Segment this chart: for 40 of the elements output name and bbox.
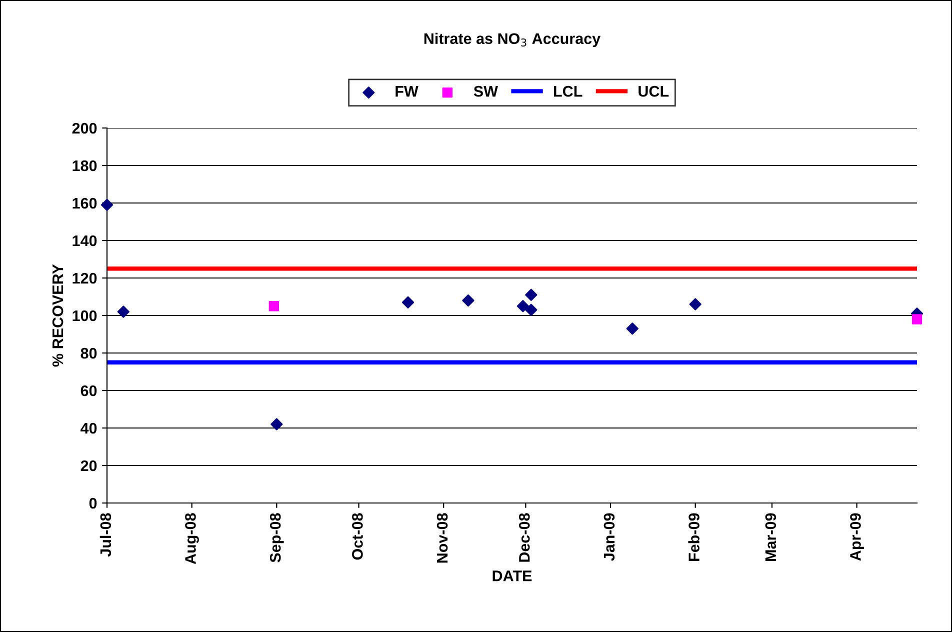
point [270,418,283,430]
y-tick-label: 40 [80,422,97,434]
point [117,306,130,318]
point [525,288,538,301]
point [100,198,114,211]
x-tick-label: Jan-09 [604,513,615,561]
x-tick-label: Dec-08 [518,513,530,562]
point [689,298,702,310]
y-tick-label: 200 [72,122,97,134]
y-tick-label: 60 [80,385,97,396]
x-tick-label: Nov-08 [436,513,448,563]
legend-label: FW [396,86,418,97]
y-tick-label: 120 [72,272,97,284]
x-tick-label: Aug-08 [185,513,199,564]
y-tick-label: 0 [89,498,97,509]
y-tick-label: 80 [80,348,97,359]
chart-title: Nitrate as NO$_{3}$ Accuracy [424,32,601,48]
x-tick-label: Sep-08 [270,513,284,562]
y-tick-label: 20 [80,460,97,472]
point [516,300,530,312]
y-axis-title: % RECOVERY [52,264,64,367]
y-tick-label: 160 [72,198,97,209]
y-tick-label: 140 [72,235,97,246]
x-tick-label: Oct-08 [352,513,363,560]
legend-label: SW [474,86,498,97]
legend-label: LCL [554,86,582,97]
point [912,314,922,324]
x-axis-title: DATE [492,570,532,582]
point [402,296,414,308]
point [525,304,538,316]
point [626,322,638,335]
point [462,294,474,307]
x-tick-label: Jul-08 [100,513,112,557]
x-tick-label: Apr-09 [850,513,864,561]
x-tick-label: Mar-09 [765,513,776,561]
legend-label: UCL [638,86,669,97]
y-tick-label: 180 [72,160,97,172]
x-tick-label: Feb-09 [688,513,700,561]
point [268,301,280,312]
y-tick-label: 100 [72,310,97,322]
